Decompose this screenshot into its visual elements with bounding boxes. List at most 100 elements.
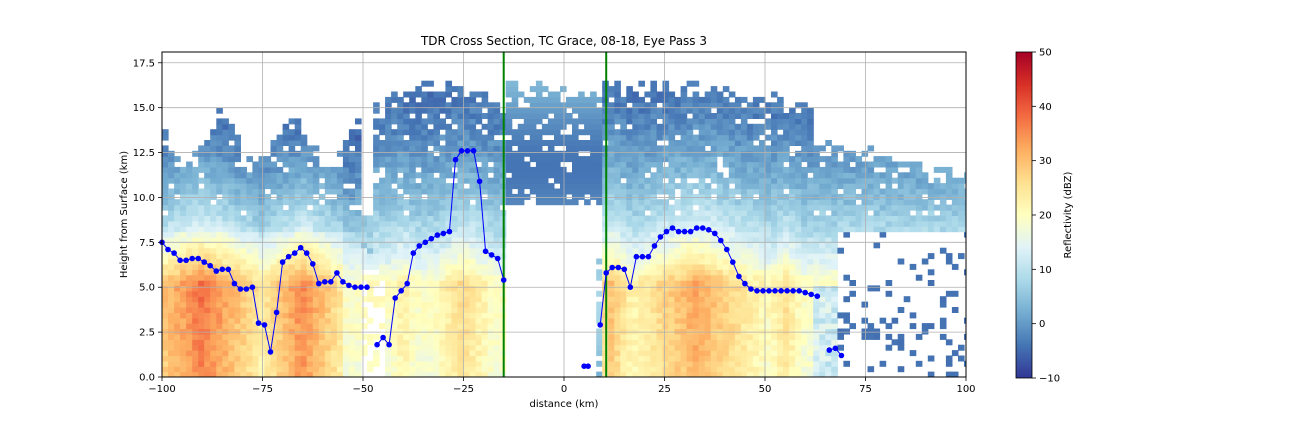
- reflectivity-cell: [771, 183, 778, 190]
- reflectivity-cell: [807, 323, 814, 330]
- reflectivity-cell: [837, 204, 844, 211]
- reflectivity-cell: [825, 242, 832, 249]
- reflectivity-cell: [680, 253, 688, 260]
- reflectivity-cell: [342, 339, 350, 346]
- reflectivity-cell: [765, 236, 772, 243]
- reflectivity-cell: [270, 280, 278, 286]
- reflectivity-cell: [457, 317, 465, 324]
- reflectivity-cell: [879, 161, 887, 168]
- reflectivity-cell: [475, 333, 483, 340]
- reflectivity-cell: [662, 102, 670, 109]
- reflectivity-cell: [752, 145, 760, 152]
- reflectivity-cell: [535, 199, 543, 206]
- reflectivity-cell: [168, 226, 175, 233]
- reflectivity-cell: [740, 107, 748, 114]
- reflectivity-cell: [168, 204, 175, 211]
- reflectivity-cell: [457, 285, 465, 292]
- reflectivity-cell: [493, 317, 501, 324]
- reflectivity-cell: [493, 371, 501, 377]
- reflectivity-cell: [722, 177, 730, 184]
- reflectivity-cell: [451, 312, 458, 319]
- reflectivity-cell: [355, 145, 362, 152]
- reflectivity-cell: [451, 134, 458, 141]
- reflectivity-cell: [734, 317, 742, 324]
- reflectivity-cell: [710, 350, 718, 357]
- reflectivity-cell: [324, 172, 332, 179]
- reflectivity-cell: [879, 226, 887, 233]
- reflectivity-cell: [198, 161, 205, 168]
- reflectivity-cell: [662, 199, 670, 206]
- reflectivity-cell: [662, 145, 670, 152]
- reflectivity-cell: [415, 199, 422, 206]
- reflectivity-cell: [186, 280, 193, 286]
- reflectivity-cell: [535, 161, 543, 168]
- reflectivity-cell: [451, 210, 458, 216]
- reflectivity-cell: [728, 339, 736, 346]
- reflectivity-cell: [686, 134, 694, 141]
- reflectivity-cell: [789, 220, 796, 227]
- reflectivity-cell: [493, 204, 501, 211]
- reflectivity-cell: [312, 312, 320, 319]
- reflectivity-cell: [222, 231, 229, 238]
- reflectivity-cell: [385, 344, 392, 351]
- reflectivity-cell: [162, 247, 169, 254]
- reflectivity-cell: [692, 290, 700, 297]
- reflectivity-cell: [554, 150, 561, 157]
- reflectivity-cell: [493, 312, 501, 319]
- reflectivity-cell: [638, 188, 645, 195]
- reflectivity-cell: [680, 350, 688, 357]
- reflectivity-cell: [783, 156, 790, 163]
- reflectivity-cell: [505, 123, 513, 130]
- reflectivity-cell: [168, 269, 175, 276]
- reflectivity-cell: [879, 220, 887, 227]
- reflectivity-cell: [391, 371, 398, 377]
- reflectivity-cell: [813, 333, 820, 340]
- reflectivity-cell: [258, 317, 266, 324]
- reflectivity-cell: [614, 312, 621, 319]
- reflectivity-cell: [686, 307, 694, 313]
- reflectivity-cell: [355, 183, 362, 190]
- reflectivity-cell: [728, 274, 736, 281]
- reflectivity-cell: [451, 296, 458, 303]
- reflectivity-cell: [348, 301, 356, 308]
- reflectivity-cell: [210, 285, 217, 292]
- reflectivity-cell: [662, 366, 670, 373]
- reflectivity-cell: [535, 107, 543, 114]
- reflectivity-cell: [264, 333, 272, 340]
- reflectivity-cell: [180, 188, 187, 195]
- reflectivity-cell: [457, 210, 465, 216]
- reflectivity-cell: [668, 118, 676, 125]
- reflectivity-cell: [698, 350, 706, 357]
- reflectivity-cell: [529, 166, 537, 173]
- reflectivity-cell: [529, 107, 537, 114]
- reflectivity-cell: [355, 280, 362, 286]
- reflectivity-cell: [662, 107, 670, 114]
- reflectivity-cell: [831, 339, 838, 346]
- reflectivity-cell: [825, 366, 832, 373]
- reflectivity-cell: [783, 183, 790, 190]
- reflectivity-cell: [288, 177, 296, 184]
- reflectivity-cell: [457, 215, 465, 222]
- reflectivity-cell: [819, 145, 826, 152]
- reflectivity-cell: [330, 290, 338, 297]
- reflectivity-cell: [216, 263, 223, 270]
- reflectivity-cell: [469, 366, 477, 373]
- reflectivity-cell: [415, 107, 422, 114]
- reflectivity-cell: [915, 177, 923, 184]
- reflectivity-cell: [783, 307, 790, 313]
- reflectivity-cell: [192, 220, 199, 227]
- reflectivity-cell: [433, 123, 440, 130]
- reflectivity-cell: [777, 258, 784, 265]
- reflectivity-cell: [439, 258, 446, 265]
- reflectivity-cell: [469, 339, 477, 346]
- reflectivity-cell: [312, 344, 320, 351]
- reflectivity-cell: [662, 296, 670, 303]
- reflectivity-cell: [801, 247, 808, 254]
- reflectivity-cell: [710, 166, 718, 173]
- reflectivity-cell: [572, 150, 579, 157]
- reflectivity-cell: [722, 280, 730, 286]
- reflectivity-cell: [204, 263, 211, 270]
- reflectivity-cell: [704, 113, 712, 119]
- reflectivity-cell: [662, 274, 670, 281]
- reflectivity-cell: [445, 220, 452, 227]
